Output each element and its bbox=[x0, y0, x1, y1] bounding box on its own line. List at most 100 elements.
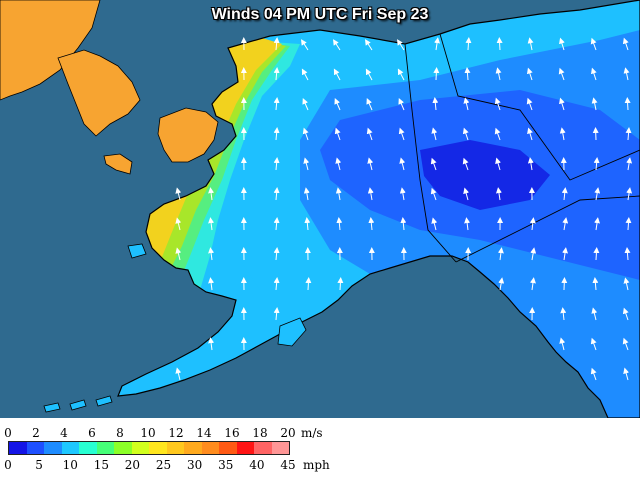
legend-swatch bbox=[26, 442, 44, 454]
wind-arrow bbox=[559, 337, 566, 351]
wind-arrow bbox=[431, 217, 438, 231]
legend-tick-label: 14 bbox=[196, 426, 212, 440]
wind-arrow bbox=[622, 337, 629, 351]
wind-arrow bbox=[462, 127, 469, 141]
wind-arrow bbox=[496, 37, 503, 51]
wind-arrow bbox=[397, 68, 405, 81]
legend-tick-label: 4 bbox=[60, 426, 68, 440]
legend-swatch bbox=[44, 442, 62, 454]
legend-tick-label: 45 bbox=[280, 458, 296, 472]
legend-tick-label: 20 bbox=[124, 458, 141, 472]
wind-arrow bbox=[365, 68, 373, 81]
legend-swatch bbox=[131, 442, 149, 454]
wind-arrow bbox=[273, 157, 280, 171]
legend-tick-label: 8 bbox=[116, 426, 124, 440]
wind-arrow bbox=[462, 157, 469, 171]
wind-arrow bbox=[625, 217, 632, 231]
legend-tick-label: 5 bbox=[35, 458, 43, 472]
legend-swatch bbox=[201, 442, 219, 454]
wind-arrow bbox=[593, 247, 600, 261]
wind-arrow bbox=[208, 337, 215, 351]
wind-arrow bbox=[624, 97, 631, 111]
wind-arrow bbox=[208, 217, 215, 231]
ms-unit-label: m/s bbox=[301, 426, 323, 440]
wind-arrow bbox=[623, 277, 630, 291]
wind-arrow bbox=[302, 98, 309, 111]
wind-arrow bbox=[592, 277, 599, 291]
legend-swatch bbox=[219, 442, 237, 454]
wind-arrow bbox=[494, 127, 501, 141]
wind-arrow bbox=[625, 127, 632, 141]
legend-swatch bbox=[114, 442, 132, 454]
wind-arrow bbox=[623, 367, 630, 381]
wind-arrow bbox=[623, 67, 630, 81]
legend-swatch bbox=[149, 442, 167, 454]
wind-arrow bbox=[591, 97, 598, 111]
wind-arrow bbox=[558, 67, 565, 81]
wind-arrow bbox=[498, 277, 505, 291]
wind-arrow bbox=[562, 217, 569, 231]
legend-swatch bbox=[254, 442, 272, 454]
wind-arrow bbox=[273, 307, 280, 321]
wind-arrow bbox=[626, 187, 633, 201]
wind-arrow bbox=[463, 97, 470, 111]
wind-arrow bbox=[304, 217, 311, 231]
wind-arrow bbox=[273, 247, 280, 261]
wind-arrow bbox=[175, 217, 182, 231]
wind-arrow bbox=[591, 307, 598, 321]
wind-arrow bbox=[368, 217, 375, 231]
wind-arrow bbox=[562, 247, 569, 261]
wind-arrow bbox=[526, 67, 533, 81]
chukotka-landmass bbox=[0, 0, 219, 175]
wind-arrow bbox=[495, 187, 502, 201]
wind-arrow bbox=[273, 97, 280, 111]
wind-arrow bbox=[300, 39, 309, 51]
legend-tick-label: 16 bbox=[224, 426, 240, 440]
wind-arrow bbox=[590, 37, 597, 51]
islands bbox=[43, 243, 307, 413]
legend-tick-label: 12 bbox=[168, 426, 184, 440]
wind-arrows bbox=[175, 37, 633, 381]
wind-arrow bbox=[335, 157, 342, 171]
wind-arrow bbox=[561, 187, 568, 201]
wind-arrow bbox=[398, 98, 405, 111]
legend-tick-label: 35 bbox=[218, 458, 234, 472]
wind-arrow bbox=[208, 187, 215, 201]
legend-tick-label: 20 bbox=[280, 426, 296, 440]
wind-arrow bbox=[433, 67, 440, 81]
wind-arrow bbox=[622, 37, 629, 51]
wind-arrow bbox=[273, 187, 280, 201]
wind-arrow bbox=[431, 127, 438, 141]
wind-arrow bbox=[624, 247, 631, 261]
wind-arrow bbox=[366, 127, 373, 141]
wind-arrow bbox=[396, 39, 405, 51]
wind-arrow bbox=[364, 39, 373, 51]
wind-arrow bbox=[273, 217, 280, 231]
wind-arrow bbox=[530, 247, 537, 261]
legend-tick-label: 25 bbox=[155, 458, 172, 472]
mph-unit-label: mph bbox=[303, 458, 330, 472]
wind-arrow bbox=[273, 37, 280, 51]
color-scale-bar bbox=[8, 441, 290, 455]
legend-tick-label: 2 bbox=[32, 426, 40, 440]
wind-arrow bbox=[303, 157, 310, 171]
wind-arrow bbox=[560, 307, 567, 321]
wind-arrow bbox=[530, 277, 536, 291]
wind-arrow bbox=[529, 217, 536, 231]
wind-arrow bbox=[336, 217, 343, 231]
wind-arrow bbox=[334, 127, 341, 141]
wind-arrow bbox=[430, 157, 437, 171]
canada-boundary bbox=[404, 33, 640, 263]
wind-arrow bbox=[593, 157, 600, 171]
wind-arrow bbox=[175, 187, 182, 201]
wind-arrow bbox=[590, 67, 597, 81]
wind-arrow bbox=[335, 187, 342, 201]
legend-tick-label: 0 bbox=[4, 426, 12, 440]
wind-arrow bbox=[432, 97, 439, 111]
legend-swatch bbox=[61, 442, 79, 454]
wind-arrow bbox=[366, 98, 373, 111]
wind-arrow bbox=[208, 247, 215, 261]
wind-arrow bbox=[590, 337, 597, 351]
legend-tick-label: 15 bbox=[93, 458, 109, 472]
legend-swatch bbox=[9, 442, 27, 454]
